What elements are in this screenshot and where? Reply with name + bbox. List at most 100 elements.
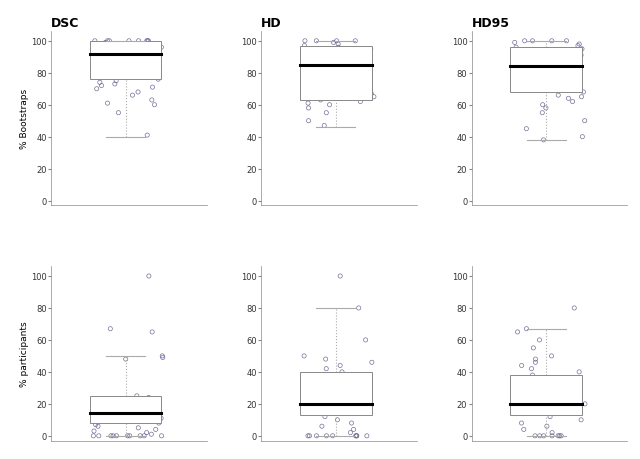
Point bbox=[574, 41, 584, 49]
Point bbox=[341, 76, 351, 84]
Point bbox=[136, 62, 147, 69]
Point bbox=[134, 396, 144, 403]
Point bbox=[349, 75, 360, 82]
Point bbox=[328, 432, 338, 440]
Point bbox=[577, 134, 588, 141]
Point bbox=[306, 51, 316, 58]
Point bbox=[300, 38, 310, 45]
Point bbox=[142, 132, 152, 140]
Point bbox=[561, 38, 572, 45]
Point bbox=[120, 356, 131, 363]
Point bbox=[333, 79, 343, 87]
Point bbox=[324, 102, 335, 109]
Point bbox=[305, 432, 315, 440]
Point bbox=[526, 365, 536, 373]
Point bbox=[335, 362, 345, 369]
Point bbox=[346, 387, 356, 395]
Point bbox=[543, 60, 554, 67]
Point bbox=[146, 431, 156, 438]
Point bbox=[512, 391, 522, 398]
Point bbox=[523, 397, 533, 404]
Point bbox=[115, 405, 125, 413]
Point bbox=[141, 429, 152, 437]
Point bbox=[321, 110, 332, 117]
Point bbox=[547, 38, 557, 45]
Point bbox=[541, 423, 552, 430]
Point bbox=[147, 84, 157, 92]
Point bbox=[328, 39, 339, 47]
Point bbox=[346, 429, 356, 437]
Point bbox=[131, 72, 141, 79]
Point bbox=[305, 73, 315, 80]
Point bbox=[531, 359, 541, 366]
Point bbox=[132, 49, 142, 56]
Point bbox=[310, 56, 321, 63]
Point bbox=[149, 102, 159, 109]
Point bbox=[314, 391, 324, 398]
Point bbox=[573, 43, 583, 50]
Point bbox=[349, 84, 360, 92]
Point bbox=[348, 426, 358, 433]
Point bbox=[521, 126, 531, 133]
Point bbox=[125, 46, 135, 53]
Point bbox=[369, 94, 379, 101]
Point bbox=[104, 416, 114, 424]
Point bbox=[333, 45, 344, 52]
Point bbox=[95, 41, 105, 49]
Point bbox=[532, 83, 542, 90]
Point bbox=[580, 400, 590, 408]
Point bbox=[518, 426, 529, 433]
Point bbox=[140, 56, 150, 63]
Point bbox=[577, 94, 587, 101]
Point bbox=[355, 99, 365, 106]
Point bbox=[310, 63, 320, 71]
Point bbox=[559, 81, 569, 89]
Point bbox=[531, 356, 541, 363]
Point bbox=[365, 46, 376, 53]
Point bbox=[106, 408, 116, 415]
Point bbox=[133, 89, 143, 96]
Point bbox=[547, 429, 557, 437]
Point bbox=[520, 63, 531, 71]
Point bbox=[574, 369, 584, 376]
Point bbox=[102, 38, 113, 45]
Point bbox=[580, 118, 590, 125]
Point bbox=[109, 52, 119, 60]
Point bbox=[509, 39, 520, 47]
Point bbox=[157, 353, 168, 360]
Point bbox=[97, 83, 107, 90]
Point bbox=[338, 89, 348, 96]
Point bbox=[332, 38, 342, 45]
Point bbox=[99, 59, 109, 66]
Point bbox=[88, 432, 99, 440]
Point bbox=[545, 413, 555, 420]
Point bbox=[356, 375, 366, 382]
Point bbox=[365, 394, 375, 401]
Point bbox=[563, 65, 573, 73]
Point bbox=[146, 73, 156, 80]
Point bbox=[547, 432, 557, 440]
Point bbox=[561, 79, 571, 87]
Point bbox=[134, 38, 144, 45]
Point bbox=[570, 378, 580, 385]
Point bbox=[321, 365, 332, 373]
Point bbox=[560, 375, 570, 382]
Point bbox=[538, 102, 548, 109]
Point bbox=[109, 400, 120, 408]
Point bbox=[303, 105, 314, 112]
Point bbox=[321, 70, 332, 77]
Point bbox=[511, 394, 522, 401]
Point bbox=[546, 57, 556, 65]
Point bbox=[527, 38, 538, 45]
Point bbox=[320, 413, 330, 420]
Point bbox=[321, 432, 332, 440]
Point bbox=[319, 123, 330, 130]
Point bbox=[362, 52, 372, 60]
Point bbox=[93, 423, 103, 430]
Point bbox=[317, 423, 327, 430]
Point bbox=[91, 399, 101, 406]
FancyBboxPatch shape bbox=[90, 396, 161, 423]
Point bbox=[132, 392, 142, 400]
Point bbox=[351, 432, 362, 440]
Point bbox=[556, 73, 566, 80]
